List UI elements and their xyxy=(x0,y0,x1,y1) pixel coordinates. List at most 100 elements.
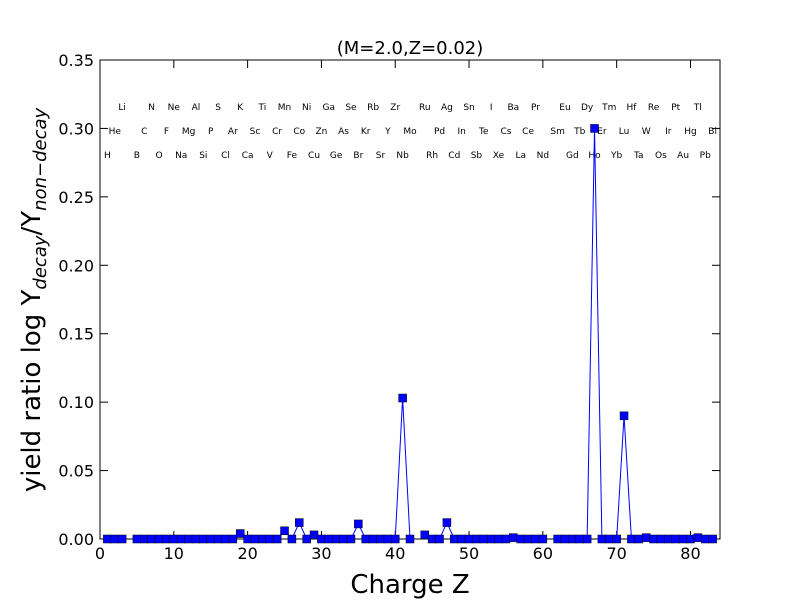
element-label: S xyxy=(215,103,221,113)
element-label: Na xyxy=(175,151,187,161)
point xyxy=(405,534,415,544)
element-label: As xyxy=(338,127,349,137)
element-label: Rh xyxy=(426,151,438,161)
point xyxy=(154,534,164,544)
element-label: H xyxy=(104,151,111,161)
element-label: V xyxy=(267,151,274,161)
point xyxy=(199,534,208,544)
point xyxy=(169,534,179,544)
element-label: Ge xyxy=(330,151,343,161)
point xyxy=(664,534,673,544)
element-label: Tm xyxy=(601,103,616,113)
element-label: Au xyxy=(677,151,689,161)
point xyxy=(523,534,533,544)
point xyxy=(575,534,585,544)
point xyxy=(147,534,156,544)
element-label: Br xyxy=(353,151,363,161)
point xyxy=(464,534,474,544)
y-tick-label: 0.15 xyxy=(58,325,94,344)
element-label: Fe xyxy=(287,151,298,161)
point xyxy=(457,534,466,544)
x-axis-label: Charge Z xyxy=(350,570,469,600)
x-tick-label: 30 xyxy=(311,544,331,563)
point xyxy=(560,534,570,544)
element-label: Mn xyxy=(278,103,291,113)
element-label: B xyxy=(134,151,140,161)
element-label: Pb xyxy=(700,151,711,161)
element-label: Sb xyxy=(471,151,483,161)
point xyxy=(324,534,334,544)
point xyxy=(132,534,142,544)
point xyxy=(678,534,688,544)
element-label: Nb xyxy=(396,151,409,161)
y-tick-label: 0.10 xyxy=(58,393,94,412)
element-label: Li xyxy=(118,103,126,113)
point xyxy=(509,533,518,542)
element-label: Ga xyxy=(323,103,336,113)
element-label: Ir xyxy=(665,127,672,137)
y-tick-label: 0.20 xyxy=(58,256,94,275)
element-label: Cs xyxy=(500,127,511,137)
element-label: W xyxy=(642,127,651,137)
y-label-sub: decay xyxy=(30,235,51,289)
element-label: Se xyxy=(345,103,357,113)
y-tick-label: 0.30 xyxy=(58,119,94,138)
point xyxy=(590,124,599,133)
point xyxy=(110,534,120,544)
point xyxy=(708,534,717,544)
element-label: In xyxy=(457,127,465,137)
x-tick-label: 40 xyxy=(385,544,405,563)
point xyxy=(354,519,363,529)
point xyxy=(553,534,562,544)
element-label: Sn xyxy=(463,103,474,113)
point xyxy=(435,534,444,544)
x-tick-label: 10 xyxy=(164,544,184,563)
point xyxy=(501,534,511,544)
element-label: Mg xyxy=(182,127,195,137)
point xyxy=(140,534,149,544)
element-label: P xyxy=(208,127,214,137)
element-label: Eu xyxy=(559,103,570,113)
series-line xyxy=(107,128,713,540)
point xyxy=(486,534,496,544)
point xyxy=(649,534,658,544)
element-label: Ne xyxy=(168,103,181,113)
element-label: Bi xyxy=(708,127,717,137)
point xyxy=(627,534,636,544)
element-label: Zr xyxy=(390,103,400,113)
x-tick-label: 50 xyxy=(459,544,479,563)
element-label: F xyxy=(164,127,169,137)
point xyxy=(221,534,230,544)
element-label: Kr xyxy=(361,127,371,137)
point xyxy=(531,534,540,544)
element-label: Co xyxy=(293,127,305,137)
point xyxy=(634,534,644,544)
point xyxy=(287,534,297,544)
element-label: Te xyxy=(478,127,489,137)
y-tick-label: 0.05 xyxy=(58,462,94,481)
element-label: Hg xyxy=(684,127,696,137)
element-label: K xyxy=(237,103,244,113)
y-tick-label: 0.35 xyxy=(58,51,94,70)
element-label: Ca xyxy=(242,151,254,161)
element-label: Y xyxy=(384,127,391,137)
point xyxy=(117,534,127,544)
point xyxy=(420,530,430,540)
point xyxy=(597,534,607,544)
point xyxy=(331,534,341,544)
point xyxy=(243,534,252,544)
element-label: Tb xyxy=(573,127,585,137)
point xyxy=(693,533,703,542)
point xyxy=(450,534,459,544)
point xyxy=(368,534,378,544)
point xyxy=(427,534,437,544)
point xyxy=(398,393,407,403)
element-label: Ba xyxy=(507,103,519,113)
element-label: He xyxy=(109,127,122,137)
point xyxy=(700,534,710,544)
element-label: Mo xyxy=(403,127,417,137)
x-tick-label: 70 xyxy=(606,544,626,563)
element-label: Sm xyxy=(550,127,564,137)
element-label: Cd xyxy=(448,151,460,161)
